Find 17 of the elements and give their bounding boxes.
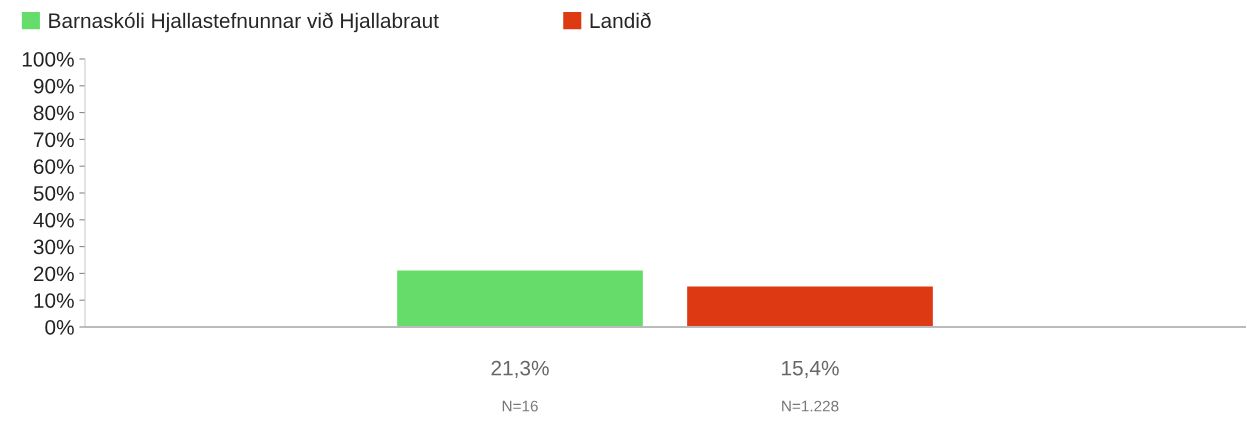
- y-tick-label: 100%: [22, 52, 74, 67]
- y-tick-label: 50%: [33, 186, 74, 201]
- data-label: 21,3%: [491, 360, 549, 378]
- y-tick-label: 70%: [33, 132, 74, 148]
- y-tick-label: 90%: [33, 78, 74, 94]
- y-tick-label: 20%: [33, 266, 74, 282]
- text: N=1.228: [782, 400, 839, 412]
- y-tick-label: 80%: [33, 105, 74, 121]
- data-label: 15,4%: [782, 360, 839, 378]
- legend-label: Barnaskóli Hjallastefnunnar við Hjallabraut: [49, 12, 439, 33]
- legend-label: Landið: [590, 12, 651, 29]
- text: N=16: [502, 400, 538, 412]
- y-tick-label: 40%: [33, 212, 74, 228]
- y-tick-label: 10%: [34, 293, 74, 308]
- y-tick-label: 0%: [45, 320, 74, 335]
- y-tick-label: 60%: [33, 159, 74, 174]
- y-tick-label: 30%: [33, 239, 74, 255]
